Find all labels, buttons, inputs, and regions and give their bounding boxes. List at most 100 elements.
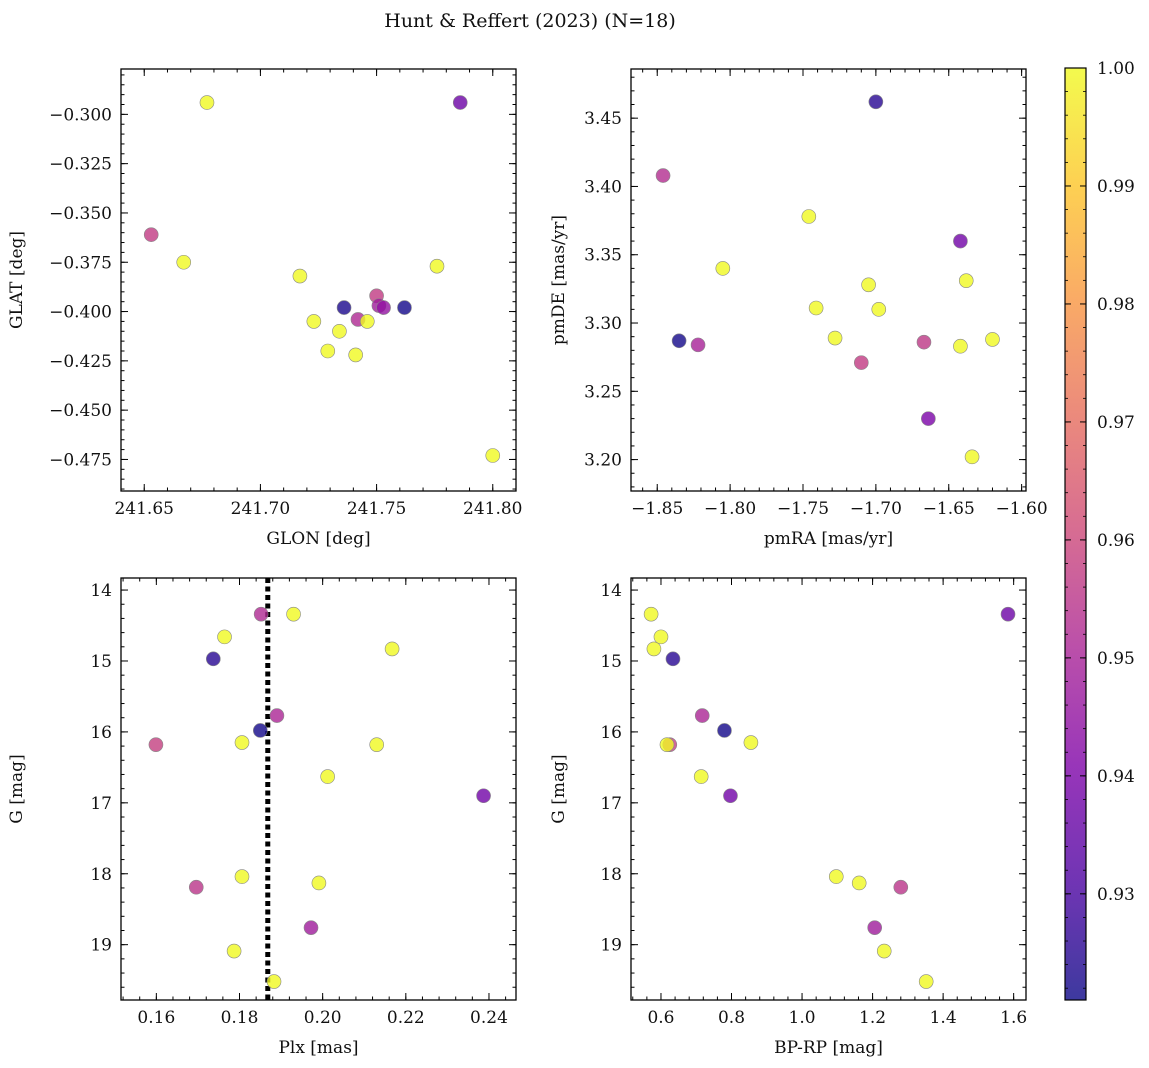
scatter-point [827, 330, 843, 346]
y-tick-label: 3.20 [584, 451, 622, 471]
x-tick-label: 0.24 [470, 1008, 508, 1028]
scatter-point [964, 449, 980, 465]
scatter-point [693, 769, 709, 784]
ticks [121, 578, 516, 1000]
scatter-point [853, 355, 869, 370]
scatter-point [384, 641, 400, 657]
scatter-point [694, 708, 710, 723]
scatter-point [226, 943, 242, 959]
y-axis-label: G [mag] [7, 754, 27, 823]
y-tick-label: −0.400 [49, 303, 112, 323]
colorbar-gradient [1065, 68, 1086, 1000]
scatter-point [311, 875, 327, 891]
scatter-point [861, 277, 876, 293]
scatter-point [953, 338, 968, 354]
scatter-point [916, 334, 932, 350]
x-tick-label: 1.2 [859, 1008, 886, 1028]
ticks [631, 578, 1026, 1000]
scatter-point [148, 737, 164, 752]
scatter-point [808, 300, 824, 316]
colorbar-tick-label: 0.95 [1097, 649, 1135, 669]
x-tick-label: 0.8 [718, 1008, 745, 1028]
colorbar: 0.93 0.94 0.95 0.96 0.97 0.98 0.99 1.00 [1064, 59, 1135, 1001]
scatter-point [801, 209, 817, 224]
y-tick-label: −0.450 [49, 401, 112, 421]
y-axis-label: G [mag] [549, 754, 569, 823]
scatter-point [646, 641, 662, 657]
x-tick-label: 241.80 [463, 499, 522, 519]
y-axis-label: pmDE [mas/yr] [549, 215, 569, 345]
panels: 241.65 241.70 241.75 241.80 −0.300 −0.325 −0.3… [7, 68, 1048, 1058]
x-tick-label: 241.65 [114, 499, 173, 519]
scatter-point [188, 879, 204, 895]
scatter-point [320, 343, 336, 359]
y-tick-label: 18 [600, 865, 622, 885]
scatter-point [690, 337, 706, 353]
y-tick-label: 19 [600, 936, 622, 956]
y-tick-label: 16 [600, 723, 622, 743]
y-tick-label: 3.45 [584, 109, 622, 129]
x-axis-label: GLON [deg] [266, 529, 370, 549]
scatter-point [253, 606, 269, 622]
y-tick-label: 15 [600, 652, 622, 672]
x-tick-label: −1.60 [996, 499, 1048, 519]
x-axis-label: Plx [mas] [278, 1038, 358, 1058]
scatter-point [292, 268, 308, 284]
y-tick-label: 3.40 [584, 177, 622, 197]
y-tick-label: 18 [90, 865, 112, 885]
scatter-point [985, 332, 1000, 347]
scatter-point [655, 168, 671, 183]
y-tick-label: 19 [90, 936, 112, 956]
scatter-point [715, 261, 731, 276]
scatter-point [286, 606, 301, 622]
scatter-point [234, 869, 250, 884]
x-tick-label: −1.75 [777, 499, 829, 519]
x-tick-label: 241.70 [231, 499, 290, 519]
scatter-point [348, 347, 363, 363]
scatter-point [359, 314, 375, 329]
scatter-point [876, 943, 892, 959]
x-tick-label: 0.16 [137, 1008, 175, 1028]
scatter-point [867, 920, 883, 935]
axes-frame [120, 68, 517, 492]
x-tick-label: 0.18 [221, 1008, 259, 1028]
x-axis-label: BP-RP [mag] [774, 1038, 883, 1058]
scatter-point [206, 651, 221, 667]
scatter-point [332, 323, 347, 339]
y-tick-label: −0.350 [49, 204, 112, 224]
scatter-point [723, 788, 738, 804]
scatter-point [851, 875, 867, 891]
scatter-point [199, 95, 215, 110]
scatter-point [217, 629, 232, 645]
scatter-point [429, 258, 445, 274]
scatter-point [743, 735, 759, 750]
scatter-point [868, 94, 884, 110]
y-tick-label: 3.25 [584, 382, 622, 402]
panel-glon-glat: 241.65 241.70 241.75 241.80 −0.300 −0.325 −0.3… [7, 68, 523, 549]
scatter-point [397, 300, 412, 315]
y-tick-label: 14 [90, 581, 112, 601]
colorbar-tick-label: 0.93 [1097, 885, 1135, 905]
scatter-point [1000, 606, 1016, 622]
axes-frame [120, 577, 517, 1001]
y-tick-label: −0.325 [49, 155, 112, 175]
x-axis-label: pmRA [mas/yr] [764, 529, 893, 549]
colorbar-frame [1064, 67, 1087, 1001]
x-tick-label: 0.20 [304, 1008, 342, 1028]
x-tick-label: 1.0 [789, 1008, 816, 1028]
scatter-point [653, 629, 669, 645]
y-tick-label: 3.30 [584, 314, 622, 334]
scatter-point [320, 769, 335, 784]
y-tick-label: 17 [600, 794, 622, 814]
colorbar-tick-label: 0.98 [1097, 295, 1135, 315]
scatter-point [958, 273, 974, 288]
scatter-point [953, 233, 968, 249]
y-tick-label: 17 [90, 794, 112, 814]
colorbar-tick-label: 1.00 [1097, 59, 1135, 79]
scatter-point [269, 708, 285, 723]
colorbar-tick-label: 0.97 [1097, 413, 1135, 433]
axes-frame [630, 577, 1027, 1001]
x-tick-label: 1.6 [1000, 1008, 1027, 1028]
scatter-point [303, 920, 319, 935]
